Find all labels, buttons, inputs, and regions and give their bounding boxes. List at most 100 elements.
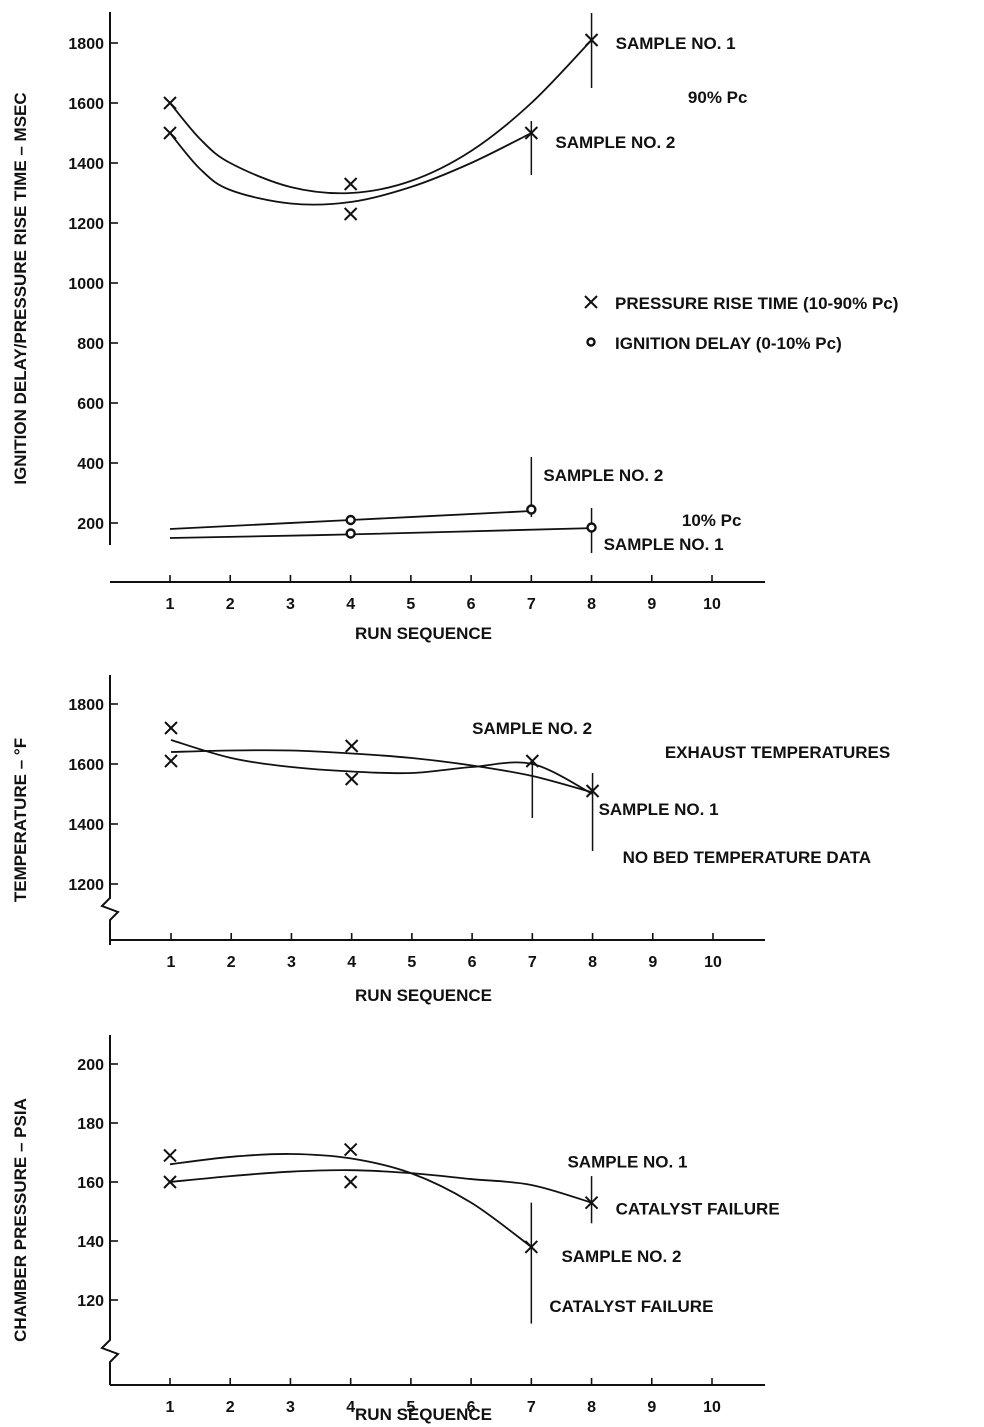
- data-point-x: [344, 772, 359, 786]
- y-tick-label: 800: [77, 336, 104, 353]
- data-point-x: [585, 784, 600, 798]
- x-axis-title: RUN SEQUENCE: [355, 986, 492, 1005]
- data-point-x: [524, 1240, 539, 1254]
- y-tick-label: 1200: [68, 216, 104, 233]
- y-tick-label: 1600: [68, 96, 104, 113]
- series-curve: [169, 527, 592, 539]
- x-tick-label: 3: [286, 596, 295, 613]
- series-curve: [170, 739, 593, 795]
- data-point-circle: [345, 528, 356, 539]
- x-tick-label: 3: [286, 1399, 295, 1416]
- annotation: SAMPLE NO. 2: [543, 466, 663, 485]
- series-curve: [169, 1153, 532, 1248]
- y-tick-label: 400: [77, 456, 104, 473]
- x-tick-label: 4: [346, 1399, 355, 1416]
- x-tick-label: 5: [406, 1399, 415, 1416]
- y-tick-label: 1600: [68, 757, 104, 774]
- x-tick-label: 1: [166, 596, 175, 613]
- data-point-x: [343, 207, 358, 221]
- annotation: SAMPLE NO. 1: [604, 535, 724, 554]
- annotation: NO BED TEMPERATURE DATA: [623, 848, 871, 867]
- x-tick-label: 1: [166, 1399, 175, 1416]
- series-curve: [169, 39, 593, 195]
- annotation: SAMPLE NO. 2: [561, 1247, 681, 1266]
- x-tick-label: 4: [347, 954, 356, 971]
- x-tick-label: 10: [704, 954, 722, 971]
- data-point-x: [524, 126, 539, 140]
- y-tick-label: 1400: [68, 817, 104, 834]
- chart-panel-3: 1 2 3 4 5 6 7 8 9 10 120 140 160 180 200 RUN SEQUENCE CH…: [11, 1035, 780, 1424]
- data-point-circle: [586, 522, 597, 533]
- data-point-x: [163, 1175, 177, 1189]
- y-tick-label: 120: [77, 1293, 104, 1310]
- data-point-x: [343, 1142, 358, 1157]
- x-tick-label: 10: [703, 1399, 721, 1416]
- y-tick-label: 180: [77, 1116, 104, 1133]
- chart-panel-1: 1 2 3 4 5 6 7 8 9 10 200 400 600 800 1000 1200 1400 1600 1…: [11, 12, 898, 643]
- data-point-circle: [526, 504, 537, 515]
- x-tick-label: 9: [647, 1399, 656, 1416]
- y-axis-title: CHAMBER PRESSURE – PSIA: [11, 1098, 30, 1342]
- data-point-x: [343, 177, 358, 191]
- chart-panel-2: 1 2 3 4 5 6 7 8 9 10 1200 1400 1600 1800 RUN SEQUENCE T…: [11, 675, 890, 1005]
- x-tick-label: 3: [287, 954, 296, 971]
- data-point-x: [163, 1148, 177, 1163]
- annotation: SAMPLE NO. 1: [599, 800, 719, 819]
- x-tick-label: 8: [587, 596, 596, 613]
- y-tick-label: 160: [77, 1175, 104, 1192]
- y-tick-label: 140: [77, 1234, 104, 1251]
- annotation: SAMPLE NO. 1: [616, 34, 736, 53]
- data-point-x: [584, 33, 599, 47]
- x-tick-label: 6: [468, 954, 477, 971]
- legend-marker-circle: [586, 337, 596, 347]
- annotation: SAMPLE NO. 2: [472, 719, 592, 738]
- annotation: EXHAUST TEMPERATURES: [665, 743, 890, 762]
- data-point-x: [343, 1175, 358, 1189]
- y-tick-label: 200: [77, 516, 104, 533]
- data-point-circle: [345, 514, 356, 526]
- annotation: 10% Pc: [682, 511, 742, 530]
- y-tick-label: 600: [77, 396, 104, 413]
- annotation: 90% Pc: [688, 88, 748, 107]
- y-tick-label: 200: [77, 1057, 104, 1074]
- x-tick-label: 8: [587, 1399, 596, 1416]
- x-tick-label: 2: [226, 1399, 235, 1416]
- series-curve: [169, 1169, 592, 1204]
- x-tick-label: 9: [647, 596, 656, 613]
- x-tick-label: 10: [703, 596, 721, 613]
- x-tick-label: 7: [528, 954, 537, 971]
- annotation: CATALYST FAILURE: [549, 1297, 713, 1316]
- x-tick-label: 7: [527, 1399, 536, 1416]
- data-point-x: [164, 754, 178, 768]
- x-tick-label: 1: [167, 954, 176, 971]
- x-tick-label: 2: [226, 596, 235, 613]
- annotation: CATALYST FAILURE: [616, 1200, 780, 1219]
- legend-label: IGNITION DELAY (0-10% Pc): [615, 334, 842, 353]
- y-tick-label: 1800: [68, 697, 104, 714]
- y-axis: [100, 675, 120, 945]
- data-point-x: [525, 754, 540, 768]
- y-axis-title: IGNITION DELAY/PRESSURE RISE TIME – MSEC: [11, 92, 30, 484]
- y-tick-label: 1800: [68, 36, 104, 53]
- series-curve: [170, 749, 593, 794]
- data-point-x: [163, 96, 177, 110]
- x-tick-label: 5: [406, 596, 415, 613]
- x-tick-label: 2: [227, 954, 236, 971]
- data-point-x: [164, 721, 178, 735]
- x-tick-label: 5: [407, 954, 416, 971]
- x-tick-label: 6: [467, 1399, 476, 1416]
- y-tick-label: 1000: [68, 276, 104, 293]
- data-point-x: [584, 1195, 599, 1210]
- legend-marker-x: [584, 295, 598, 309]
- annotation: SAMPLE NO. 1: [567, 1152, 687, 1171]
- annotation: SAMPLE NO. 2: [555, 133, 675, 152]
- x-axis-title: RUN SEQUENCE: [355, 624, 492, 643]
- legend-label: PRESSURE RISE TIME (10-90% Pc): [615, 294, 898, 313]
- x-axis-title: RUN SEQUENCE: [355, 1405, 492, 1424]
- y-tick-label: 1200: [68, 877, 104, 894]
- y-axis: [100, 1035, 120, 1385]
- y-axis-title: TEMPERATURE – °F: [11, 738, 30, 902]
- x-tick-label: 8: [588, 954, 597, 971]
- data-point-x: [163, 126, 177, 140]
